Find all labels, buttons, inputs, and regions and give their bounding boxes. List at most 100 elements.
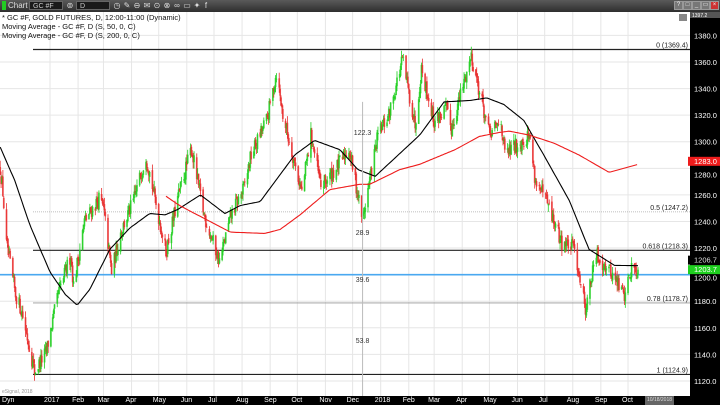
candle-body	[444, 104, 446, 106]
candle-body	[33, 364, 36, 375]
candle	[618, 274, 620, 293]
candle	[363, 206, 366, 220]
candle	[313, 146, 316, 158]
price-chart[interactable]: 0 (1369.4) 0.5 (1247.2) 0.618 (1218.3) 0.78…	[0, 12, 720, 396]
candle-body	[158, 222, 161, 225]
alert-icon[interactable]: ⊗	[163, 1, 171, 10]
facebook-icon[interactable]: f	[204, 1, 208, 10]
candle	[191, 150, 194, 158]
candle	[135, 185, 137, 198]
legend-ma200[interactable]: Moving Average - GC #F, D (S, 200, 0, C)	[2, 31, 140, 40]
candle	[531, 135, 534, 168]
symbol-input[interactable]: GC #F	[29, 1, 63, 10]
price-tag	[688, 156, 720, 166]
grid	[0, 12, 690, 396]
candle-body	[38, 359, 41, 369]
candle-body	[262, 120, 265, 129]
candle-body	[551, 201, 553, 221]
candle-body	[209, 234, 212, 238]
twitter-icon[interactable]: ✦	[193, 1, 201, 10]
candle-body	[573, 244, 576, 249]
candles	[0, 46, 639, 381]
candle-body	[203, 213, 205, 215]
chain-icon[interactable]: ∞	[174, 1, 180, 10]
candle	[286, 116, 289, 139]
price-axis[interactable]	[690, 12, 720, 396]
candle-body	[487, 116, 490, 125]
candle	[368, 181, 370, 190]
candle	[126, 219, 128, 231]
candle	[424, 72, 426, 92]
candle	[493, 120, 496, 132]
mail-icon[interactable]: ✉	[143, 1, 151, 10]
candle	[253, 138, 256, 156]
candle-body	[392, 96, 395, 104]
candle-body	[608, 266, 610, 269]
legend-ma50[interactable]: Moving Average - GC #F, D (S, 50, 0, C)	[2, 22, 136, 31]
help-button[interactable]: ?	[674, 1, 683, 10]
maximize-button[interactable]: ▭	[701, 1, 710, 10]
candle-body	[227, 222, 230, 232]
interval-select[interactable]: D	[76, 1, 110, 10]
candle-body	[151, 170, 154, 190]
chat-icon[interactable]: ▭	[183, 1, 191, 10]
candle	[546, 191, 549, 204]
candle	[297, 165, 300, 185]
play-icon[interactable]: ⊙	[153, 1, 161, 10]
candle	[134, 184, 137, 195]
candle	[56, 290, 59, 308]
candle	[538, 181, 541, 191]
candle	[567, 235, 570, 254]
candle-body	[222, 241, 224, 252]
dynamic-label[interactable]: Dyn	[2, 397, 15, 404]
candle	[439, 111, 442, 124]
pencil-icon[interactable]: ✎	[123, 1, 131, 10]
time-axis[interactable]: Dyn 2017 Feb Mar Apr May Jun Jul Aug Sep Oct Nov De…	[0, 396, 720, 405]
candle	[311, 142, 314, 147]
ma200-line[interactable]	[165, 130, 638, 234]
candle-body	[538, 185, 541, 187]
candle-body	[514, 138, 517, 153]
candle	[148, 170, 151, 184]
candle-body	[401, 56, 404, 58]
fibonacci-retracement[interactable]: 0 (1369.4) 0.5 (1247.2) 0.618 (1218.3) 0.78…	[0, 43, 690, 376]
close-button[interactable]: ×	[710, 1, 719, 10]
candle	[101, 198, 104, 206]
candle	[331, 167, 334, 185]
candle	[147, 170, 150, 182]
time-axis-label: Apr	[125, 397, 137, 404]
candle	[471, 49, 474, 71]
measure-annotations: 122.3 28.9 39.6 53.8	[354, 101, 371, 396]
ma50-line[interactable]	[0, 97, 638, 305]
candle	[468, 56, 471, 76]
restore-button[interactable]: □	[683, 1, 692, 10]
candle	[325, 179, 328, 190]
candle-body	[512, 140, 515, 145]
candle	[458, 90, 461, 103]
clock-icon[interactable]: ◷	[113, 1, 121, 10]
candle-body	[0, 176, 2, 185]
candle	[604, 260, 607, 275]
time-axis-label: 2017	[44, 397, 60, 404]
candle	[192, 152, 195, 169]
candle	[367, 183, 369, 213]
candle-body	[407, 84, 410, 90]
legend-price-series[interactable]: * GC #F, GOLD FUTURES, D, 12:00-11:00 (D…	[2, 13, 181, 22]
candle-body	[453, 124, 455, 127]
measure-label: 53.8	[356, 338, 370, 345]
candle-body	[18, 297, 21, 305]
candle	[306, 152, 309, 167]
axis-menu-icon[interactable]	[679, 14, 687, 21]
minimize-button[interactable]: _	[692, 1, 701, 10]
candle	[78, 243, 81, 265]
candle-body	[589, 279, 591, 299]
minus-circle-icon[interactable]: ⊖	[133, 1, 141, 10]
candle	[69, 253, 71, 271]
candle-body	[478, 92, 481, 95]
link-icon[interactable]: ⊚	[66, 1, 74, 10]
candle-body	[96, 197, 99, 203]
candle-body	[300, 186, 303, 190]
candle	[128, 204, 131, 218]
candle	[578, 268, 581, 277]
candle	[159, 220, 162, 235]
